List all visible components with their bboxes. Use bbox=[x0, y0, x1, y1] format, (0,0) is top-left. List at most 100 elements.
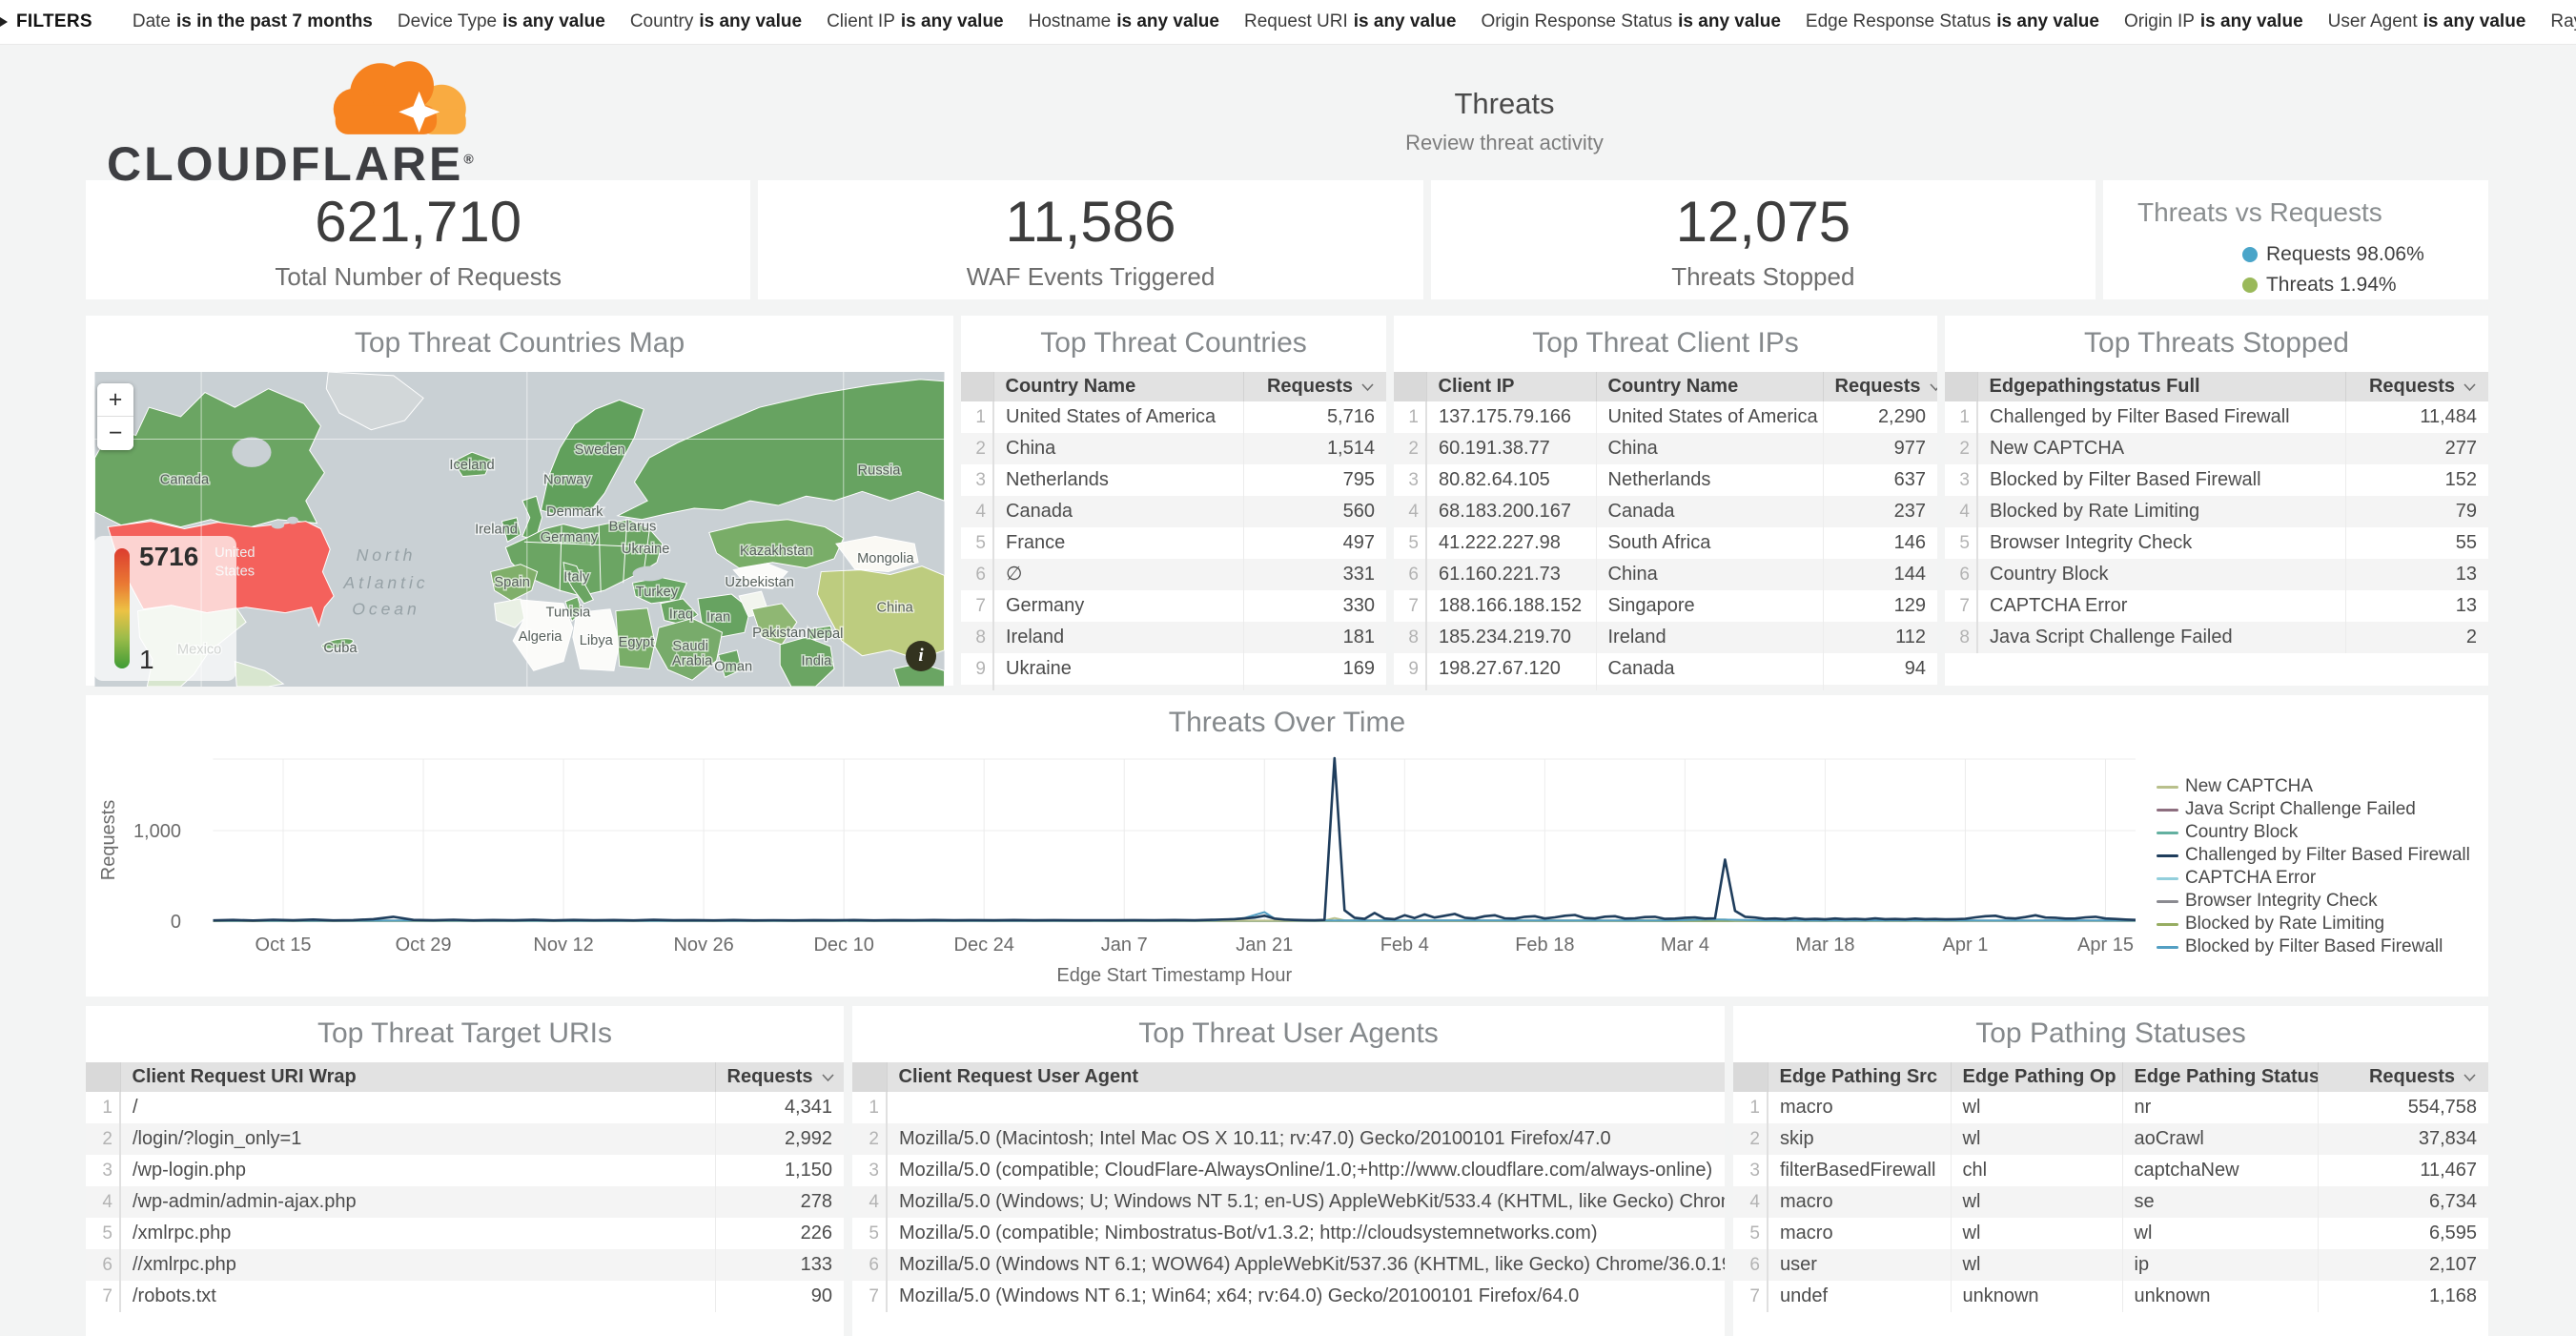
row-rank: 2 bbox=[961, 433, 993, 464]
row-rank: 10 bbox=[961, 685, 993, 690]
column-header: Edge Pathing Src bbox=[1768, 1062, 1951, 1092]
row-rank: 5 bbox=[961, 527, 993, 559]
map-country-label: Uzbekistan bbox=[725, 575, 794, 590]
pathing-statuses-table: Edge Pathing Src Edge Pathing Op Edge Path… bbox=[1733, 1062, 2488, 1312]
table-cell: 226 bbox=[715, 1218, 844, 1249]
filter-chip[interactable]: RayIDis any val… bbox=[2550, 11, 2576, 32]
map-country-label: Kazakhstan bbox=[740, 544, 813, 559]
map-zoom-in-button[interactable]: + bbox=[97, 383, 133, 417]
map-country-label: India bbox=[801, 653, 832, 668]
table-cell: 1,514 bbox=[1243, 433, 1386, 464]
table-cell: /xmlrpc.php bbox=[120, 1218, 715, 1249]
row-rank: 7 bbox=[1394, 590, 1426, 622]
table-cell: 2,992 bbox=[715, 1123, 844, 1155]
chart-legend-item[interactable]: Blocked by Filter Based Firewall bbox=[2157, 935, 2470, 958]
chart-legend-item[interactable]: Challenged by Filter Based Firewall bbox=[2157, 844, 2470, 867]
legend-label: Blocked by Rate Limiting bbox=[2185, 914, 2384, 935]
column-header[interactable]: Requests bbox=[2318, 1062, 2488, 1092]
row-rank: 4 bbox=[852, 1186, 887, 1218]
map-country-label: North bbox=[357, 545, 417, 565]
chart-legend-item[interactable]: CAPTCHA Error bbox=[2157, 867, 2470, 890]
stat-value: 11,586 bbox=[1005, 189, 1176, 255]
row-rank: 3 bbox=[1733, 1155, 1768, 1186]
map-country-label: Germany bbox=[541, 530, 599, 545]
column-header: Client Request URI Wrap bbox=[120, 1062, 715, 1092]
legend-line-icon bbox=[2157, 854, 2178, 857]
map-country-label: Mongolia bbox=[857, 551, 914, 566]
chart-legend-item[interactable]: Blocked by Rate Limiting bbox=[2157, 913, 2470, 935]
panel-title: Top Threat Target URIs bbox=[86, 1006, 844, 1062]
row-rank: 6 bbox=[1394, 559, 1426, 590]
legend-item[interactable]: Requests 98.06% bbox=[2242, 243, 2488, 266]
chart-legend-item[interactable]: Java Script Challenge Failed bbox=[2157, 798, 2470, 821]
column-header[interactable]: Requests bbox=[715, 1062, 844, 1092]
table-cell: skip bbox=[1768, 1123, 1951, 1155]
chart-legend-item[interactable]: Browser Integrity Check bbox=[2157, 890, 2470, 913]
axis-tick-label: Oct 15 bbox=[256, 935, 312, 956]
row-rank: 4 bbox=[86, 1186, 120, 1218]
chart-legend-item[interactable]: New CAPTCHA bbox=[2157, 775, 2470, 798]
column-header-label: Edge Pathing Op bbox=[1963, 1066, 2116, 1087]
sort-chevron-icon bbox=[2463, 1073, 2477, 1082]
top-threat-target-uris-panel: Top Threat Target URIs Client Request UR… bbox=[86, 1006, 844, 1336]
row-rank: 1 bbox=[852, 1092, 887, 1123]
stat-total-requests: 621,710 Total Number of Requests bbox=[86, 180, 750, 299]
map-info-button[interactable]: i bbox=[906, 641, 936, 671]
title-block: Threats Review threat activity bbox=[521, 45, 2488, 180]
map-country-label: Egypt bbox=[619, 635, 655, 650]
table-cell: United States of America bbox=[1596, 401, 1823, 433]
column-header[interactable]: Requests bbox=[2345, 372, 2488, 401]
table-cell: Country Block bbox=[1977, 559, 2345, 590]
axis-tick-label: Jan 7 bbox=[1101, 935, 1148, 956]
table-cell: Ireland bbox=[993, 622, 1243, 653]
column-header[interactable]: Requests bbox=[1823, 372, 1937, 401]
row-rank: 8 bbox=[1394, 622, 1426, 653]
row-rank: 1 bbox=[1733, 1092, 1768, 1123]
table-cell: 330 bbox=[1243, 590, 1386, 622]
chart-legend-item[interactable]: Country Block bbox=[2157, 821, 2470, 844]
table-cell: /wp-admin/admin-ajax.php bbox=[120, 1186, 715, 1218]
column-header-label: Edge Pathing Status bbox=[2135, 1066, 2319, 1087]
axis-tick-label: Apr 15 bbox=[2077, 935, 2134, 956]
column-header bbox=[86, 1062, 120, 1092]
map-zoom-out-button[interactable]: − bbox=[97, 417, 133, 450]
legend-item[interactable]: Threats 1.94% bbox=[2242, 274, 2488, 297]
filters-toggle[interactable]: FILTERS bbox=[0, 11, 92, 32]
column-header[interactable]: Requests bbox=[1243, 372, 1386, 401]
sort-chevron-icon bbox=[1929, 382, 1937, 392]
column-header-label: Requests bbox=[2369, 1066, 2455, 1087]
legend-dot-icon bbox=[2242, 247, 2258, 262]
world-map[interactable]: CanadaUnitedStatesMexicoCubaIcelandIrela… bbox=[86, 372, 953, 687]
row-rank: 1 bbox=[1394, 401, 1426, 433]
data-table: Edge Pathing Src Edge Pathing Op Edge Path… bbox=[1733, 1062, 2488, 1312]
table-cell: nr bbox=[2122, 1092, 2318, 1123]
table-cell: wl bbox=[1951, 1249, 2122, 1281]
legend-label: Country Block bbox=[2185, 822, 2298, 843]
table-cell: 4,341 bbox=[715, 1092, 844, 1123]
row-rank: 3 bbox=[1945, 464, 1977, 496]
page-subtitle: Review threat activity bbox=[521, 131, 2488, 155]
